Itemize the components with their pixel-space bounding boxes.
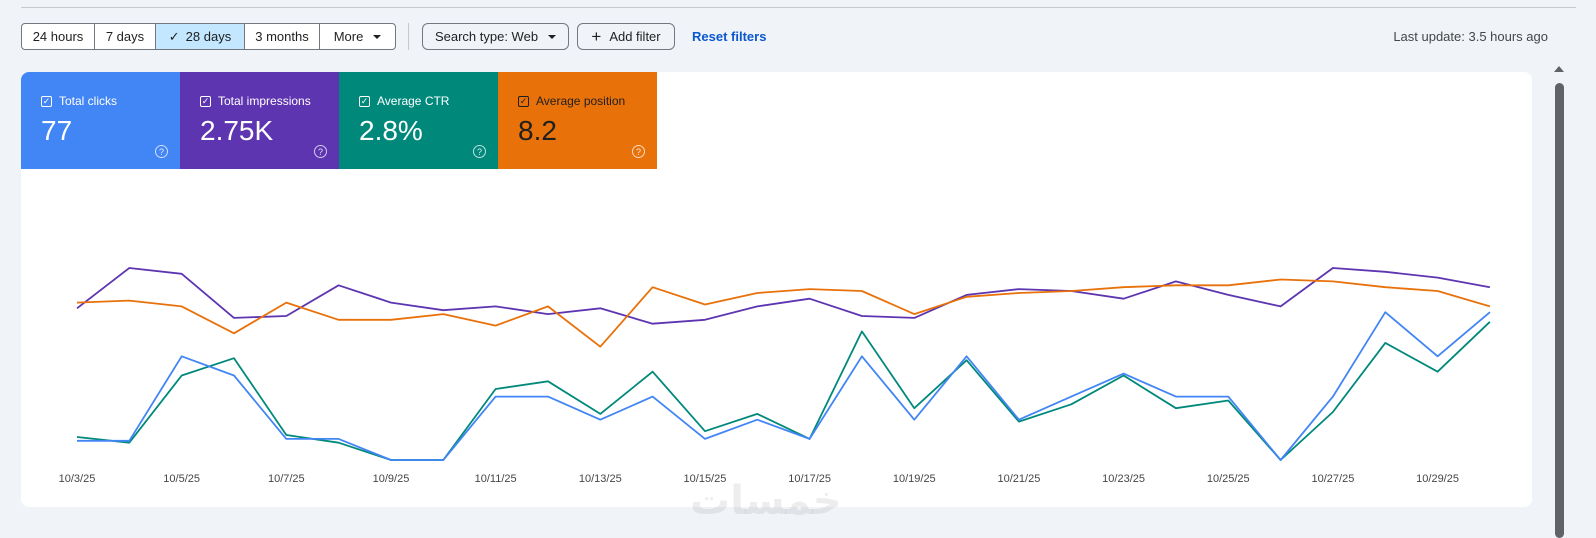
search-type-dropdown[interactable]: Search type: Web: [422, 23, 569, 50]
x-axis-tick-label: 10/25/25: [1207, 473, 1250, 485]
metric-label: Total impressions: [218, 94, 311, 108]
range-3-months[interactable]: 3 months: [245, 24, 320, 49]
scrollbar-thumb[interactable]: [1555, 83, 1564, 538]
metric-tile-header: ✓ Average position: [518, 94, 625, 108]
checkbox-checked-icon[interactable]: ✓: [41, 95, 52, 107]
search-type-label: Search type: Web: [434, 29, 539, 44]
plus-icon: +: [591, 27, 602, 46]
x-axis-tick-label: 10/17/25: [788, 473, 831, 485]
checkbox-checked-icon[interactable]: ✓: [200, 95, 211, 107]
series-line-total-impressions: [76, 267, 1491, 325]
performance-card: ✓ Total clicks 77 ? ✓ Total impressions …: [21, 72, 1532, 507]
metric-tile-header: ✓ Total clicks: [41, 94, 117, 108]
toolbar-separator: [408, 23, 409, 50]
scroll-up-arrow-icon[interactable]: [1554, 66, 1564, 72]
add-filter-label: Add filter: [609, 29, 661, 44]
x-axis-tick-label: 10/21/25: [998, 473, 1041, 485]
x-axis-tick-label: 10/23/25: [1102, 473, 1145, 485]
caret-down-icon: [548, 34, 557, 39]
range-label: More: [333, 29, 364, 44]
metric-tile-average-position[interactable]: ✓ Average position 8.2 ?: [498, 72, 657, 169]
filter-toolbar: 24 hours 7 days ✓ 28 days 3 months More …: [21, 23, 1548, 50]
add-filter-button[interactable]: + Add filter: [577, 23, 675, 50]
metric-value: 8.2: [518, 115, 557, 146]
range-28-days[interactable]: ✓ 28 days: [156, 24, 245, 49]
range-label: 28 days: [185, 29, 232, 44]
metric-tile-average-ctr[interactable]: ✓ Average CTR 2.8% ?: [339, 72, 498, 169]
reset-filters-link[interactable]: Reset filters: [692, 29, 767, 44]
metric-tile-total-impressions[interactable]: ✓ Total impressions 2.75K ?: [180, 72, 339, 169]
x-axis-tick-label: 10/11/25: [475, 473, 517, 485]
metric-value: 2.75K: [200, 115, 274, 146]
help-icon[interactable]: ?: [632, 145, 645, 158]
metric-label: Average position: [536, 94, 626, 108]
help-icon[interactable]: ?: [155, 145, 168, 158]
last-update-text: Last update: 3.5 hours ago: [1393, 29, 1548, 44]
metric-value: 2.8%: [359, 115, 423, 146]
date-range-selector: 24 hours 7 days ✓ 28 days 3 months More: [21, 23, 396, 50]
caret-down-icon: [373, 34, 382, 39]
range-label: 3 months: [255, 29, 309, 44]
watermark-logo: خمسات: [690, 478, 842, 524]
range-label: 24 hours: [32, 29, 84, 44]
checkbox-checked-icon[interactable]: ✓: [359, 95, 370, 107]
top-divider: [21, 7, 1576, 8]
x-axis-tick-label: 10/7/25: [268, 473, 305, 485]
series-line-total-clicks: [77, 311, 1491, 461]
range-more-dropdown[interactable]: More: [320, 24, 395, 49]
x-axis-tick-label: 10/19/25: [893, 473, 936, 485]
x-axis-tick-label: 10/29/25: [1416, 473, 1459, 485]
x-axis-tick-label: 10/5/25: [163, 473, 200, 485]
metric-value: 77: [41, 115, 73, 146]
help-icon[interactable]: ?: [314, 145, 327, 158]
x-axis-tick-label: 10/27/25: [1312, 473, 1355, 485]
x-axis-tick-label: 10/9/25: [373, 473, 410, 485]
metric-label: Total clicks: [59, 94, 118, 108]
metric-tile-header: ✓ Average CTR: [359, 94, 449, 108]
series-line-average-position: [76, 278, 1491, 348]
x-axis-tick-label: 10/13/25: [579, 473, 622, 485]
range-label: 7 days: [105, 29, 145, 44]
metric-tile-total-clicks[interactable]: ✓ Total clicks 77 ?: [21, 72, 180, 169]
x-axis-tick-label: 10/15/25: [684, 473, 727, 485]
range-7-days[interactable]: 7 days: [95, 24, 156, 49]
help-icon[interactable]: ?: [473, 145, 486, 158]
performance-line-chart: 10/3/25 10/5/25 10/7/25 10/9/25 10/11/25 10/1…: [59, 267, 1491, 485]
metric-tile-header: ✓ Total impressions: [200, 94, 311, 108]
metric-label: Average CTR: [377, 94, 450, 108]
checkbox-checked-icon[interactable]: ✓: [518, 95, 529, 107]
check-icon: ✓: [168, 28, 180, 44]
x-axis-tick-label: 10/3/25: [59, 473, 96, 485]
range-24-hours[interactable]: 24 hours: [22, 24, 95, 49]
